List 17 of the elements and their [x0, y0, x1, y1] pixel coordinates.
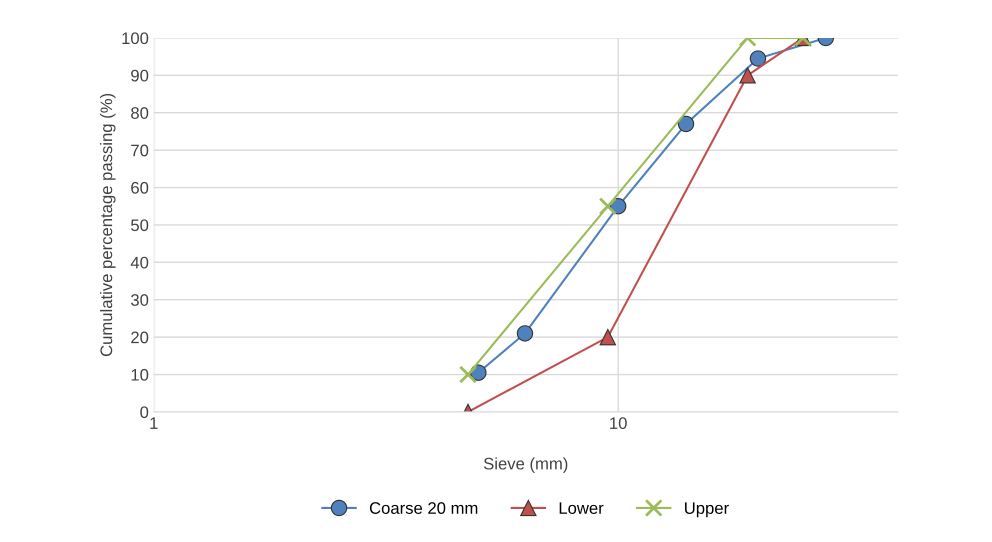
x-axis-title: Sieve (mm)	[484, 457, 568, 473]
y-tick-label: 60	[131, 182, 148, 194]
y-axis-title: Cumulative percentage passing (%)	[100, 94, 116, 356]
y-tick-label: 90	[131, 70, 148, 82]
legend-label: Upper	[685, 502, 729, 518]
y-tick-label: 0	[140, 406, 148, 418]
legend-label: Coarse 20 mm	[370, 502, 478, 514]
y-tick-label: 80	[131, 107, 148, 119]
y-tick-label: 20	[131, 332, 148, 344]
legend-label: Lower	[560, 502, 604, 514]
x-tick-label: 1	[150, 417, 158, 429]
y-tick-label: 100	[122, 32, 148, 44]
y-tick-label: 40	[130, 256, 148, 269]
y-tick-label: 10	[132, 368, 148, 381]
y-tick-label: 70	[131, 144, 148, 156]
y-tick-label: 50	[131, 219, 148, 232]
y-tick-label: 30	[131, 294, 148, 306]
